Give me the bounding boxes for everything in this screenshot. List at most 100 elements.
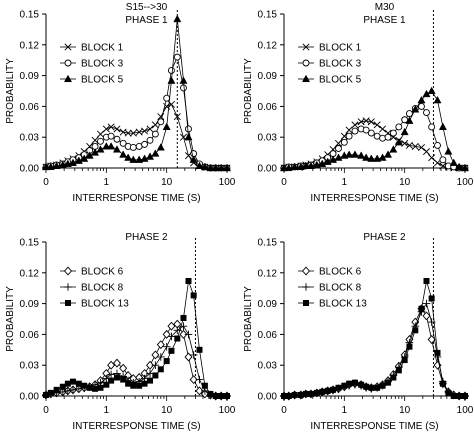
series-block-13: [281, 278, 468, 399]
data-point: [107, 370, 115, 379]
data-point: [119, 150, 128, 158]
chart-panel-2: 0.00 0.03 0.06 0.09 0.12 0.15 0 1 10 100 INTERRESP…: [243, 2, 474, 204]
data-point: [91, 136, 99, 144]
data-point: [147, 377, 154, 384]
legend-item: BLOCK 8: [60, 283, 124, 294]
data-point: [59, 383, 66, 390]
data-point: [384, 133, 392, 141]
data-point: [189, 351, 198, 359]
y-tick-label: 0.06: [20, 330, 40, 341]
series-line: [284, 280, 465, 397]
chart-subtitle: PHASE 2: [363, 232, 406, 243]
data-point: [167, 332, 176, 341]
data-point: [119, 139, 127, 147]
legend-marker: [303, 300, 309, 306]
y-tick-label: 0.09: [20, 299, 40, 310]
data-point: [363, 383, 370, 390]
series-line: [46, 19, 227, 169]
data-point: [411, 142, 419, 150]
data-point: [141, 140, 149, 148]
y-tick-label: 0.03: [20, 361, 40, 372]
data-point: [323, 157, 332, 165]
x-tick-label: 10: [161, 405, 173, 416]
chart-title: M30: [375, 2, 395, 13]
data-point: [92, 385, 99, 392]
y-tick-label: 0.03: [258, 133, 278, 144]
data-point: [184, 330, 193, 339]
data-point: [385, 379, 392, 386]
data-point: [211, 163, 220, 172]
data-point: [43, 391, 49, 398]
legend-item: BLOCK 3: [298, 59, 362, 70]
legend-label: BLOCK 8: [319, 283, 362, 294]
data-point: [318, 159, 327, 167]
data-point: [422, 148, 431, 156]
data-point: [395, 367, 402, 374]
data-point: [201, 382, 208, 389]
data-point: [389, 145, 398, 153]
data-point: [151, 350, 160, 360]
data-point: [417, 143, 426, 151]
data-point: [455, 162, 464, 171]
x-tick-label: 10: [161, 177, 173, 188]
data-point: [428, 295, 435, 302]
y-tick-label: 0.12: [20, 40, 40, 51]
data-point: [179, 329, 188, 339]
legend-marker: [301, 74, 311, 83]
data-point: [384, 150, 393, 158]
data-point: [358, 381, 365, 388]
data-point: [428, 123, 436, 131]
data-point: [345, 150, 354, 158]
legend-label: BLOCK 13: [81, 299, 129, 310]
data-point: [53, 386, 60, 393]
y-tick-label: 0.00: [20, 164, 40, 175]
data-point: [222, 163, 232, 172]
legend-item: BLOCK 5: [298, 75, 362, 86]
legend-item: BLOCK 1: [298, 43, 362, 54]
data-point: [185, 278, 192, 285]
series-block-13: [43, 278, 230, 399]
data-point: [212, 393, 219, 399]
data-point: [173, 53, 181, 61]
data-point: [456, 393, 463, 399]
legend-marker: [63, 74, 73, 83]
x-tick-label: 1: [104, 177, 110, 188]
x-tick-label: 100: [457, 177, 474, 188]
data-point: [427, 335, 436, 345]
data-point: [428, 154, 436, 162]
legend-item: BLOCK 1: [60, 43, 124, 54]
data-point: [97, 384, 104, 391]
data-point: [438, 122, 447, 130]
data-point: [324, 387, 331, 394]
data-point: [374, 384, 381, 391]
data-point: [129, 129, 137, 137]
y-tick-label: 0.06: [258, 330, 278, 341]
data-point: [184, 352, 193, 362]
data-point: [190, 292, 197, 299]
data-point: [129, 144, 137, 151]
y-tick-label: 0.09: [258, 299, 278, 310]
x-axis-title: INTERRESPONSE TIME (S): [72, 193, 200, 204]
data-point: [335, 145, 342, 152]
data-point: [340, 138, 348, 146]
data-point: [195, 161, 204, 169]
chart-panel-1: 0.00 0.03 0.06 0.09 0.12 0.15 0 1 10 100 INTERRESP…: [5, 2, 236, 204]
data-point: [75, 380, 82, 387]
data-point: [135, 155, 144, 163]
data-point: [113, 374, 120, 381]
data-point: [351, 127, 359, 135]
data-point: [189, 375, 198, 385]
data-point: [351, 121, 359, 129]
data-point: [367, 154, 376, 162]
data-point: [162, 122, 171, 130]
data-point: [140, 154, 149, 162]
data-point: [406, 343, 413, 350]
legend-label: BLOCK 5: [319, 75, 362, 86]
data-point: [47, 389, 54, 396]
data-point: [439, 162, 447, 170]
data-point: [395, 123, 403, 131]
data-point: [107, 142, 116, 150]
data-point: [394, 138, 403, 146]
data-point: [163, 94, 171, 102]
y-tick-label: 0.15: [258, 238, 278, 249]
